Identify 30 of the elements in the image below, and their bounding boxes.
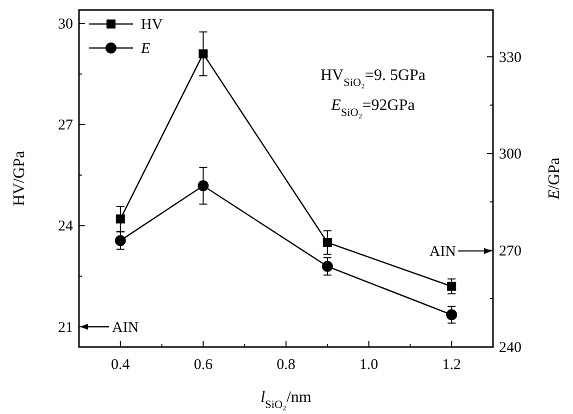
y-tick-label: 30 <box>58 16 73 32</box>
point <box>198 49 208 58</box>
annotation: AIN <box>112 320 139 336</box>
x-tick-label: 1.2 <box>442 357 461 373</box>
y2-tick-label: 300 <box>499 146 522 163</box>
point <box>322 238 332 248</box>
annotation: E$_{SiO₂}$=92GPa <box>330 97 415 119</box>
annotation: AIN <box>429 244 456 260</box>
y2-axis-title: E/GPa <box>546 158 563 200</box>
y2-tick-label: 270 <box>499 243 522 260</box>
x-tick-label: 0.4 <box>111 357 130 373</box>
annotation: HV$_{SiO₂}$=9. 5GPa <box>320 67 426 89</box>
point <box>447 282 456 291</box>
y2-tick-label: 240 <box>499 340 522 356</box>
point <box>446 309 458 320</box>
y2-tick-label: 330 <box>499 50 522 66</box>
y-axis-title: HV/GPa <box>11 150 28 206</box>
x-tick-label: 0.8 <box>276 357 296 373</box>
point <box>198 180 209 192</box>
point <box>322 260 333 272</box>
point <box>114 235 126 246</box>
y-tick-label: 24 <box>58 218 74 235</box>
legend-label: HV <box>141 17 163 33</box>
x-tick-label: 0.6 <box>194 357 214 373</box>
legend-label: E <box>140 41 150 57</box>
y-tick-label: 21 <box>58 320 73 336</box>
y-tick-label: 27 <box>58 118 74 134</box>
x-axis-title: l$_{SiO₂}$/nm <box>260 389 312 411</box>
point <box>116 214 125 224</box>
x-tick-label: 1.0 <box>359 357 378 373</box>
